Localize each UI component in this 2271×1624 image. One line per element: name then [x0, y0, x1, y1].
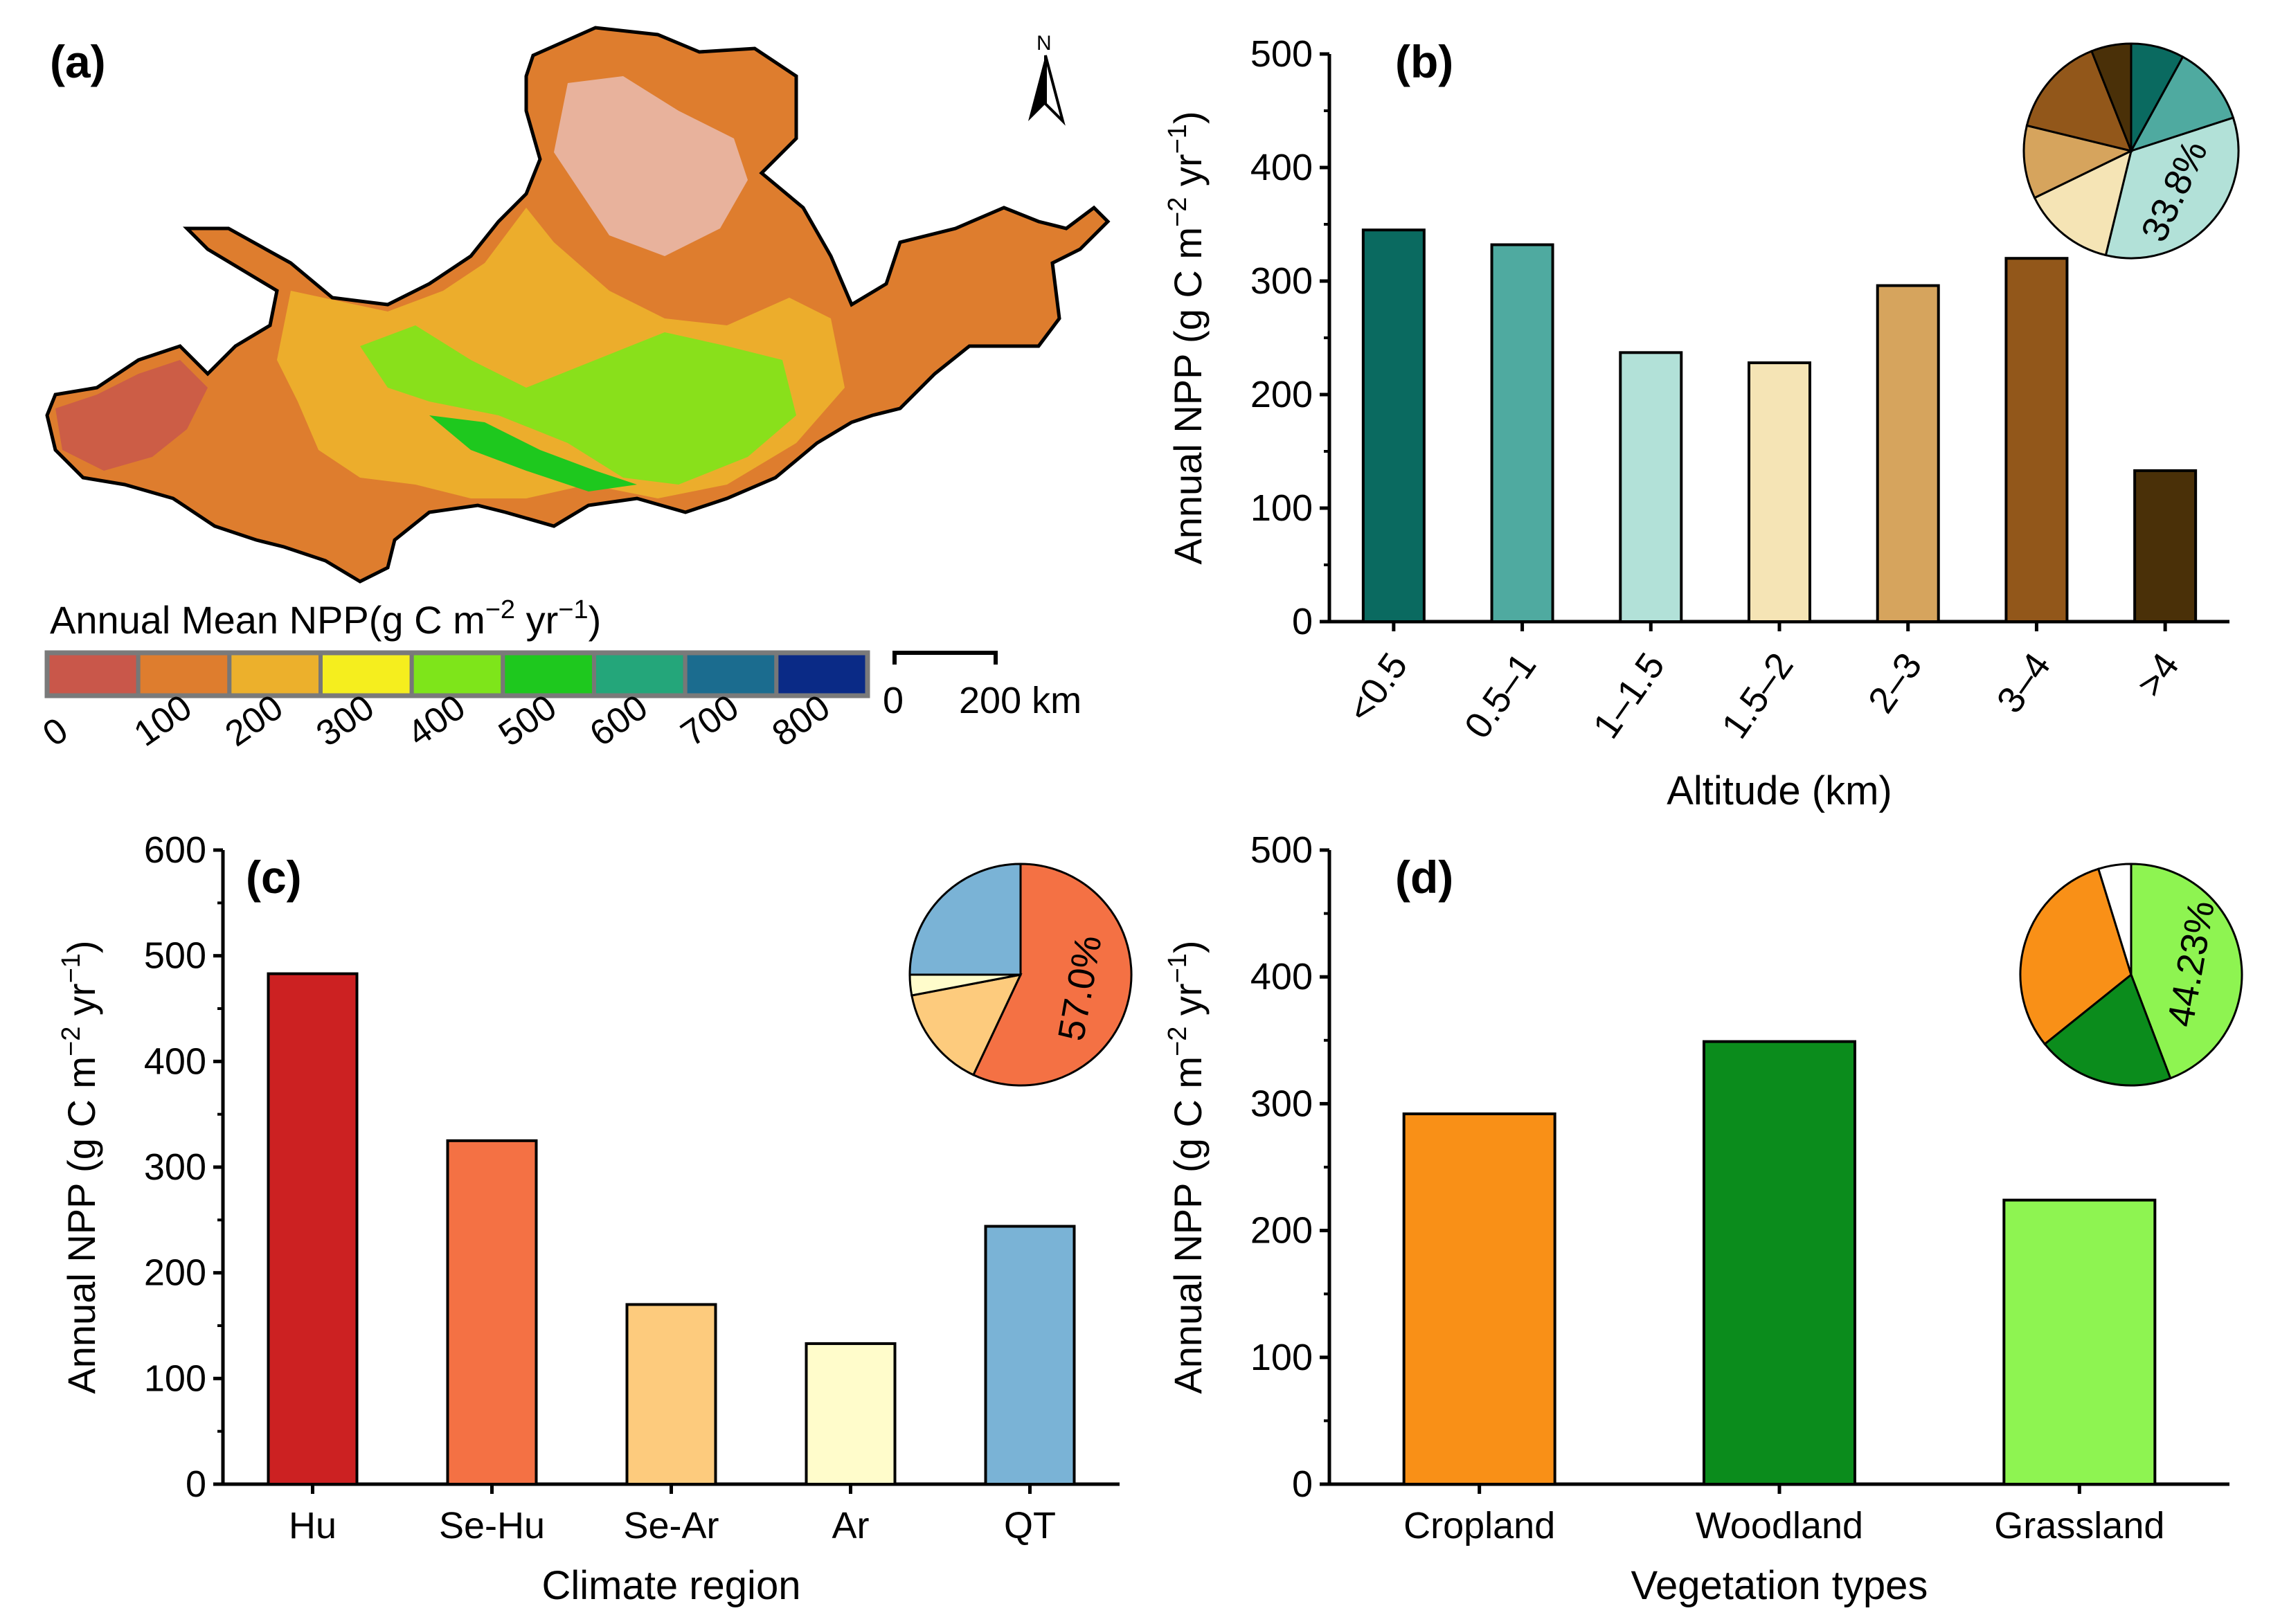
y-tick-label: 0 [186, 1463, 206, 1505]
north-label: N [1036, 32, 1052, 55]
legend-tick-label: 0 [36, 710, 75, 755]
x-tick-label: 2–3 [1860, 645, 1930, 720]
bar [2002, 1198, 2157, 1486]
y-tick-label: 400 [1250, 147, 1313, 188]
x-tick-label: <0.5 [1339, 645, 1415, 730]
x-tick-label: Hu [289, 1505, 336, 1546]
scale-bar-zero: 0 [883, 680, 904, 721]
bar [625, 1303, 717, 1486]
panel-letter: (b) [1395, 36, 1453, 87]
y-tick-label: 400 [144, 1040, 206, 1082]
y-tick-label: 500 [1250, 829, 1313, 871]
x-axis-title: Altitude (km) [1667, 768, 1892, 813]
x-tick-label: Grassland [1994, 1505, 2164, 1546]
pie-slice [2090, 42, 2133, 152]
map-patch-west [55, 360, 208, 471]
y-tick-label: 300 [1250, 260, 1313, 302]
bar [1619, 351, 1683, 623]
y-tick-label: 200 [1250, 1210, 1313, 1252]
y-axis-title: Annual NPP (g C m−2 yr−1) [1163, 940, 1210, 1393]
x-tick-label: Woodland [1696, 1505, 1863, 1546]
y-tick-label: 300 [1250, 1083, 1313, 1124]
x-tick-label: >4 [2129, 645, 2187, 704]
x-tick-label: Ar [832, 1505, 870, 1546]
panel-letter: (c) [246, 851, 302, 903]
x-tick-label: Cropland [1403, 1505, 1555, 1546]
bar [805, 1342, 897, 1486]
x-tick-label: QT [1004, 1505, 1056, 1546]
map-patch-desert [554, 76, 748, 256]
scale-bar [892, 651, 998, 665]
panel-a-letter: (a) [50, 36, 106, 87]
x-tick-label: Se-Ar [623, 1505, 719, 1546]
y-tick-label: 200 [1250, 374, 1313, 415]
pie-slice [910, 973, 1023, 1076]
panel-d-vegetation-chart: 0 100 200 300 400 500 Cropland Woodland Grasslan… [1163, 829, 2243, 1608]
y-tick-label: 100 [1250, 487, 1313, 529]
pie-slice [2130, 863, 2243, 1080]
bar [2004, 257, 2069, 623]
y-tick-label: 400 [1250, 956, 1313, 998]
legend-color-cell [501, 651, 596, 698]
map-legend-colorbar [44, 650, 870, 698]
x-axis-title: Climate region [542, 1563, 801, 1608]
legend-color-cell [409, 651, 505, 698]
y-tick-label: 600 [144, 829, 206, 871]
map-legend-title: Annual Mean NPP(g C m−2 yr−1) [50, 595, 601, 642]
pie-slice [2022, 124, 2135, 199]
legend-color-cell [683, 651, 779, 698]
y-axis-title: Annual NPP (g C m−2 yr−1) [57, 940, 103, 1393]
pie-slice [908, 863, 1022, 976]
pie-slice [2104, 116, 2240, 260]
map-patch-green [360, 325, 796, 485]
panel-c-climate-chart: 0 100 200 300 400 500 600 Hu Se-Hu Se-Ar Ar QT (c) Cl… [57, 829, 1133, 1608]
legend-color-cell [774, 651, 870, 698]
bar [446, 1139, 538, 1486]
pie-slice [2033, 149, 2133, 257]
y-tick-label: 300 [144, 1146, 206, 1188]
map-patch-darkgreen [429, 415, 637, 491]
y-axis-title: Annual NPP (g C m−2 yr−1) [1163, 111, 1210, 564]
panel-b-altitude-chart: 0 100 200 300 400 500 <0.5 0.5–1 1–1.5 1.5–2 2–3 3–… [1163, 33, 2240, 813]
y-tick-label: 100 [144, 1357, 206, 1399]
legend-color-cell [45, 651, 141, 698]
x-tick-label: 1.5–2 [1714, 645, 1802, 746]
y-tick-label: 500 [1250, 33, 1313, 75]
bar [1490, 243, 1554, 623]
y-tick-label: 100 [1250, 1337, 1313, 1378]
y-tick-label: 500 [144, 935, 206, 977]
pie-slice [971, 863, 1133, 1087]
y-tick-label: 200 [144, 1252, 206, 1294]
pie-slice [2043, 973, 2172, 1087]
pie-slice [2097, 863, 2133, 975]
x-tick-label: 3–4 [1989, 645, 2058, 720]
bar [1361, 228, 1426, 623]
bar [1748, 361, 1811, 624]
bar [1402, 1112, 1556, 1486]
legend-frame [44, 650, 870, 698]
bar [2133, 469, 2198, 623]
legend-color-cell [318, 651, 414, 698]
bar [984, 1225, 1076, 1486]
bar [1876, 284, 1940, 623]
y-tick-label: 0 [1292, 1463, 1313, 1505]
pie-slice [2019, 867, 2133, 1046]
y-tick-label: 0 [1292, 601, 1313, 642]
x-tick-label: 0.5–1 [1457, 645, 1545, 746]
pie-slice [2025, 49, 2133, 153]
x-axis-title: Vegetation types [1631, 1563, 1928, 1608]
x-tick-label: 1–1.5 [1585, 645, 1673, 746]
x-tick-label: Se-Hu [439, 1505, 545, 1546]
pie-slice [2128, 55, 2235, 153]
bar [267, 972, 359, 1486]
legend-color-cell [592, 651, 688, 698]
panel-letter: (d) [1395, 851, 1453, 903]
panel-a-map: (a) N Annual Mean NPP(g C m−2 yr−1) 0 100… [36, 26, 1111, 755]
bar [1703, 1040, 1856, 1486]
legend-color-cell [136, 651, 232, 698]
scale-bar-label: 200 km [959, 680, 1081, 721]
legend-color-cell [227, 651, 323, 698]
north-arrow-icon [1028, 55, 1066, 126]
